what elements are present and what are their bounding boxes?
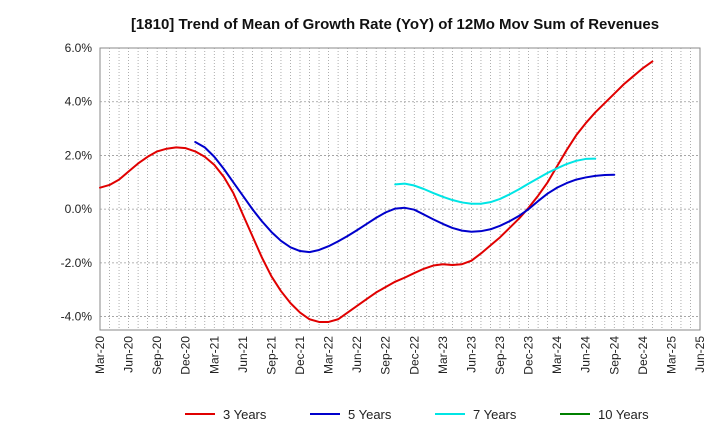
x-tick-label: Dec-21 — [293, 336, 307, 375]
x-tick-label: Mar-24 — [550, 336, 564, 374]
x-tick-label: Mar-21 — [207, 336, 221, 374]
chart-title: [1810] Trend of Mean of Growth Rate (YoY… — [131, 16, 659, 33]
series-lines — [99, 60, 654, 323]
legend-item-5-years: 5 Years — [310, 407, 392, 422]
x-tick-label: Sep-24 — [607, 336, 621, 375]
series-line-7-years — [394, 157, 597, 205]
x-tick-label: Mar-23 — [436, 336, 450, 374]
x-tick-label: Sep-23 — [493, 336, 507, 375]
x-axis: Mar-20 Jun-20 Sep-20 Dec-20 Mar-21 Jun-21 Sep-… — [93, 336, 707, 375]
x-tick-label: Mar-22 — [322, 336, 336, 374]
y-tick-label: -2.0% — [61, 256, 93, 270]
x-tick-label: Mar-20 — [93, 336, 107, 374]
horizontal-grid — [100, 101, 700, 317]
x-tick-label: Dec-24 — [636, 336, 650, 375]
y-tick-label: 6.0% — [65, 41, 93, 55]
y-tick-label: 0.0% — [65, 202, 93, 216]
series-line-3-years — [99, 60, 654, 323]
legend: 3 Years 5 Years 7 Years 10 Years — [185, 407, 649, 422]
series-line-5-years — [194, 141, 616, 254]
y-tick-label: 4.0% — [65, 95, 93, 109]
x-tick-label: Jun-20 — [122, 336, 136, 373]
legend-item-3-years: 3 Years — [185, 407, 267, 422]
y-tick-label: 2.0% — [65, 148, 93, 162]
vertical-grid — [109, 48, 691, 330]
x-tick-label: Mar-25 — [664, 336, 678, 374]
legend-label: 7 Years — [473, 407, 517, 422]
legend-item-7-years: 7 Years — [435, 407, 517, 422]
y-tick-label: -4.0% — [61, 310, 93, 324]
plot-frame — [99, 47, 701, 331]
x-tick-label: Jun-21 — [236, 336, 250, 373]
x-tick-label: Jun-22 — [350, 336, 364, 373]
x-tick-label: Dec-20 — [179, 336, 193, 375]
x-tick-label: Sep-22 — [379, 336, 393, 375]
x-tick-label: Jun-23 — [464, 336, 478, 373]
legend-label: 5 Years — [348, 407, 392, 422]
x-tick-label: Jun-24 — [579, 336, 593, 373]
legend-label: 10 Years — [598, 407, 649, 422]
legend-label: 3 Years — [223, 407, 267, 422]
y-axis: -4.0% -2.0% 0.0% 2.0% 4.0% 6.0% — [61, 41, 93, 324]
legend-item-10-years: 10 Years — [560, 407, 649, 422]
x-tick-label: Jun-25 — [693, 336, 707, 373]
x-tick-label: Sep-21 — [264, 336, 278, 375]
x-tick-label: Dec-23 — [522, 336, 536, 375]
plot-area — [99, 47, 701, 331]
x-tick-label: Sep-20 — [150, 336, 164, 375]
x-tick-label: Dec-22 — [407, 336, 421, 375]
